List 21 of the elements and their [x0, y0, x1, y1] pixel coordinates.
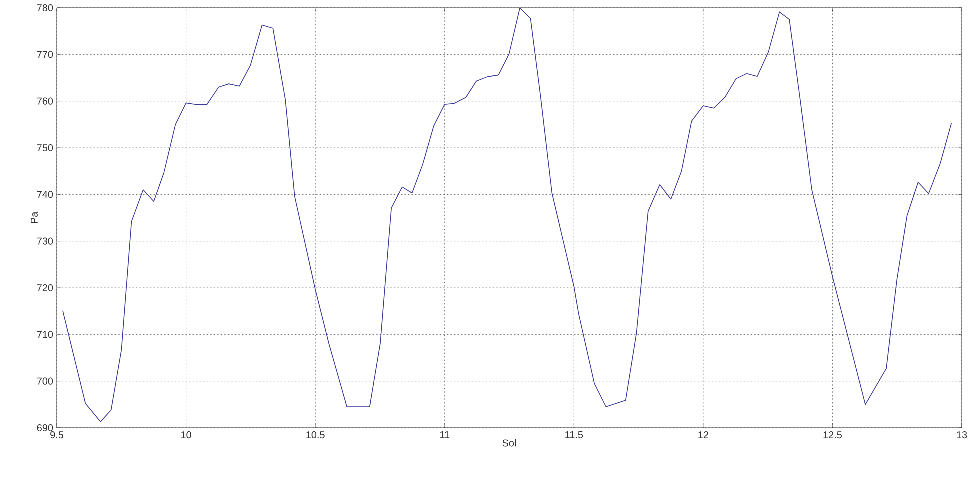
- x-tick-label: 13: [957, 432, 968, 439]
- x-tick-label: 12: [698, 432, 708, 438]
- x-tick-label: 10.5: [306, 432, 325, 439]
- y-tick-label: 750: [37, 144, 54, 152]
- y-axis-title: Pa: [31, 212, 38, 224]
- y-tick-label: 740: [37, 191, 54, 198]
- x-tick-label: 11.5: [566, 432, 584, 438]
- x-tick-label: 12.5: [824, 432, 842, 439]
- y-tick-label: 730: [37, 238, 54, 245]
- y-tick-label: 780: [37, 4, 54, 12]
- x-tick-label: 10: [182, 432, 192, 439]
- x-axis-title: Sol: [502, 439, 516, 447]
- y-tick-label: 770: [37, 51, 54, 58]
- y-tick-label: 700: [37, 378, 54, 385]
- line-series: [62, 8, 952, 422]
- y-tick-label: 760: [37, 98, 54, 105]
- x-tick-label: 9.5: [50, 432, 64, 439]
- x-tick-label: 11: [440, 432, 450, 438]
- y-tick-label: 690: [37, 424, 54, 432]
- y-tick-label: 710: [37, 331, 54, 338]
- y-tick-label: 720: [37, 284, 54, 292]
